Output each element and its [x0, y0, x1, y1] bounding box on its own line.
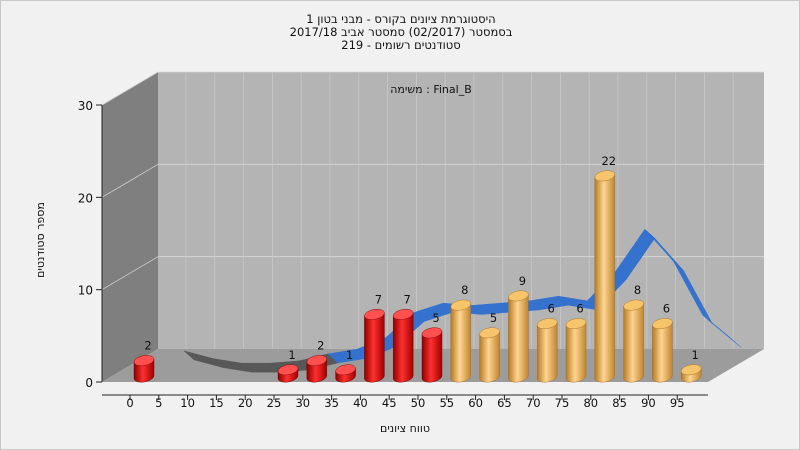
- bar-body: [537, 321, 558, 383]
- data-label: 1: [346, 348, 353, 362]
- bar: [133, 355, 155, 383]
- y-tick-label: 30: [78, 99, 93, 113]
- bar-body: [421, 331, 443, 383]
- x-tick-label: 70: [526, 396, 541, 410]
- bar-body: [565, 321, 587, 383]
- data-label: 9: [519, 274, 526, 288]
- bar-top: [537, 318, 558, 329]
- x-tick-label: 75: [555, 396, 570, 410]
- x-tick-label: 65: [497, 396, 512, 410]
- bar-top: [594, 170, 615, 182]
- data-label: 2: [317, 339, 324, 353]
- bar-body: [508, 294, 529, 383]
- bar: [364, 308, 385, 383]
- y-axis-label: מספר סטודנטים: [34, 202, 47, 278]
- x-tick-label: 40: [353, 396, 368, 410]
- bar-top: [335, 364, 356, 376]
- x-tick-label: 0: [126, 396, 133, 410]
- bar-body: [652, 321, 673, 383]
- bar-body: [623, 303, 644, 383]
- bar-top: [364, 308, 385, 320]
- bar-top: [508, 290, 529, 302]
- chart-title-line-1: היסטוגרמת ציונים בקורס - מבני בטון 1: [306, 12, 496, 26]
- x-tick-label: 35: [324, 396, 339, 410]
- grid-lines: [101, 71, 764, 349]
- data-labels: 2 1 2 1 7 7 5 8 5 9 6 6 22 8 6 1: [144, 154, 699, 362]
- bar-top: [277, 364, 299, 376]
- x-tick-label: 60: [468, 396, 483, 410]
- bar-top: [479, 327, 500, 339]
- data-label: 2: [144, 339, 151, 353]
- y-tick-label: 20: [78, 191, 93, 205]
- chart-title-line-3: סטודנטים רשומים - 219: [341, 38, 461, 52]
- x-tick-label: 15: [209, 396, 224, 410]
- x-tick-label: 45: [382, 396, 397, 410]
- x-tick-label: 5: [155, 396, 162, 410]
- chart-title-line-2: בסמסטר (02/2017) סמסטר אביב 2017/18: [289, 25, 513, 39]
- data-label: 6: [576, 302, 583, 316]
- bar: [306, 355, 327, 383]
- y-tick-label: 0: [85, 376, 93, 390]
- x-axis-label: טווח ציונים: [380, 422, 430, 435]
- bar-top: [306, 355, 327, 366]
- bar: [277, 364, 299, 383]
- data-label: 22: [601, 154, 616, 168]
- bar: [450, 299, 471, 383]
- bar-top: [623, 299, 644, 311]
- bar: [479, 327, 500, 383]
- bar-top: [565, 318, 587, 329]
- bar-body: [450, 303, 471, 383]
- bar-top: [133, 355, 155, 366]
- bar-body: [393, 312, 414, 383]
- gridline-y-side: [101, 256, 159, 291]
- x-tick-label: 55: [439, 396, 454, 410]
- y-tick-label: 10: [78, 284, 93, 298]
- bar: [393, 308, 414, 383]
- data-label: 1: [692, 348, 699, 362]
- data-label: 6: [548, 302, 555, 316]
- data-label: 1: [288, 348, 295, 362]
- bar: [335, 364, 356, 383]
- x-tick-label: 95: [670, 396, 685, 410]
- trend-segment: [702, 314, 742, 348]
- bar-body: [479, 331, 500, 383]
- bar: [652, 318, 673, 383]
- x-tick-label: 25: [267, 396, 282, 410]
- data-label: 7: [375, 292, 382, 306]
- gridline-y-side: [101, 71, 159, 106]
- data-label: 5: [490, 311, 497, 325]
- bar: [537, 318, 558, 383]
- bar: [594, 170, 615, 383]
- data-label: 8: [461, 283, 468, 297]
- bars: [133, 170, 702, 383]
- bar: [681, 364, 702, 383]
- bar-top: [421, 327, 443, 339]
- bar-top: [652, 318, 673, 329]
- x-tick-label: 30: [295, 396, 310, 410]
- bar: [565, 318, 587, 383]
- x-tick-label: 80: [583, 396, 598, 410]
- bar: [508, 290, 529, 383]
- data-label: 7: [404, 292, 411, 306]
- bar: [623, 299, 644, 383]
- gridline-y-side: [101, 163, 159, 198]
- bar-top: [681, 364, 702, 376]
- x-tick-label: 85: [612, 396, 627, 410]
- bar-body: [364, 312, 385, 383]
- bar: [421, 327, 443, 383]
- bar-body: [594, 174, 615, 383]
- x-tick-label: 50: [411, 396, 426, 410]
- bar-top: [450, 299, 471, 311]
- data-label: 6: [663, 302, 670, 316]
- chart-subtitle: משימה : Final_B: [390, 83, 472, 96]
- chart-left-wall: [102, 72, 158, 382]
- x-tick-label: 10: [180, 396, 195, 410]
- x-tick-label: 90: [641, 396, 656, 410]
- data-label: 8: [634, 283, 641, 297]
- bar-top: [393, 308, 414, 320]
- x-tick-label: 20: [238, 396, 253, 410]
- data-label: 5: [432, 311, 439, 325]
